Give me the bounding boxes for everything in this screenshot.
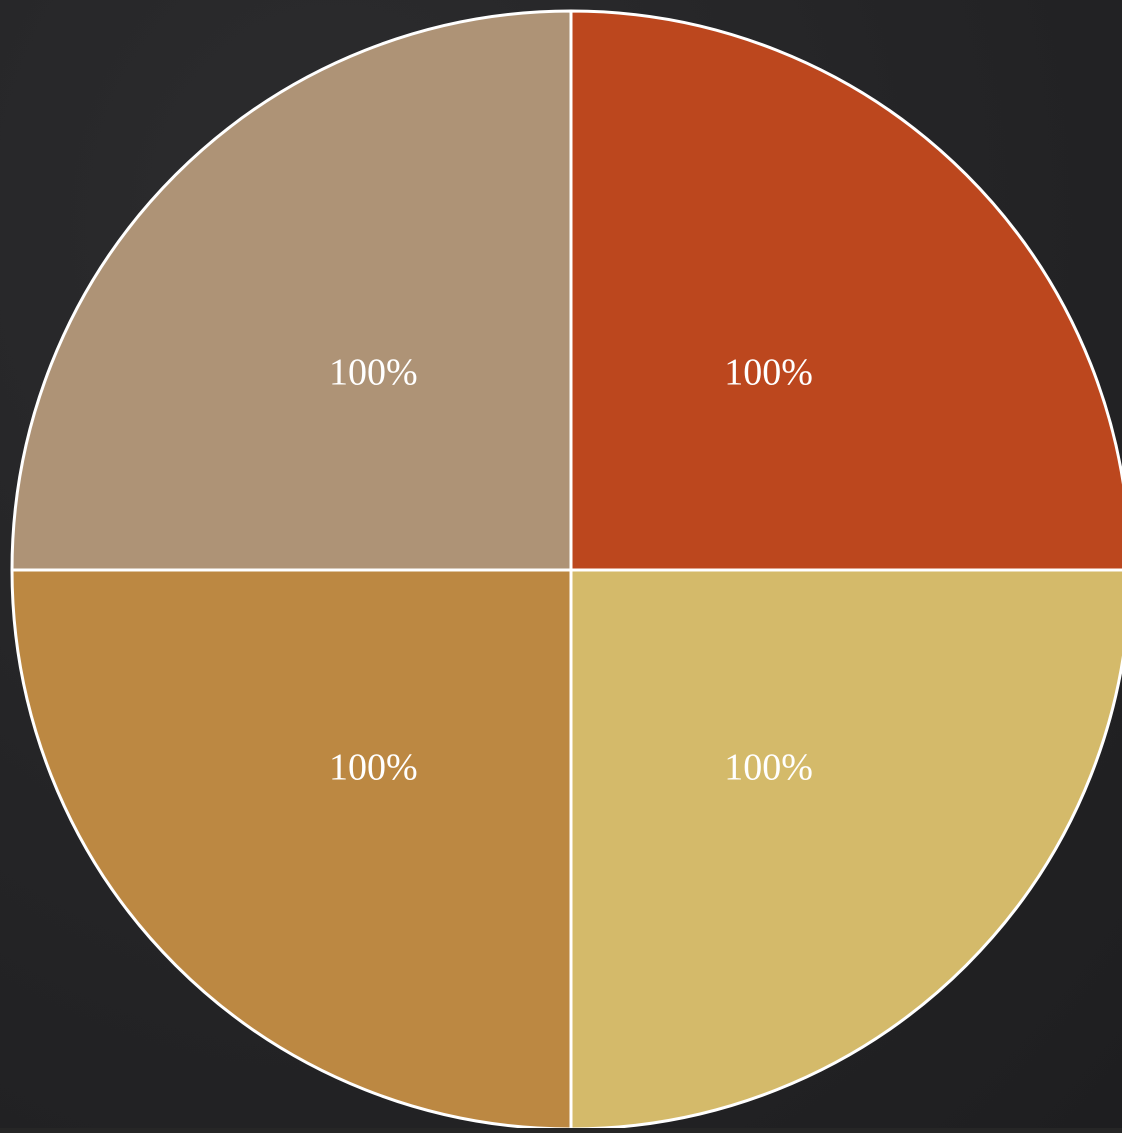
pie-slice-label-1: 100% <box>724 351 813 393</box>
pie-slices <box>10 9 1122 1131</box>
pie-slice-label-2: 100% <box>724 747 813 789</box>
pie-slice-label-3: 100% <box>329 747 418 789</box>
pie-slice-4 <box>10 9 573 572</box>
pie-slice-2 <box>569 568 1122 1131</box>
pie-slice-3 <box>10 568 573 1131</box>
pie-slice-label-4: 100% <box>329 351 418 393</box>
pie-slice-1 <box>569 9 1122 572</box>
pie-labels: 100% 100% 100% 100% <box>329 351 813 788</box>
